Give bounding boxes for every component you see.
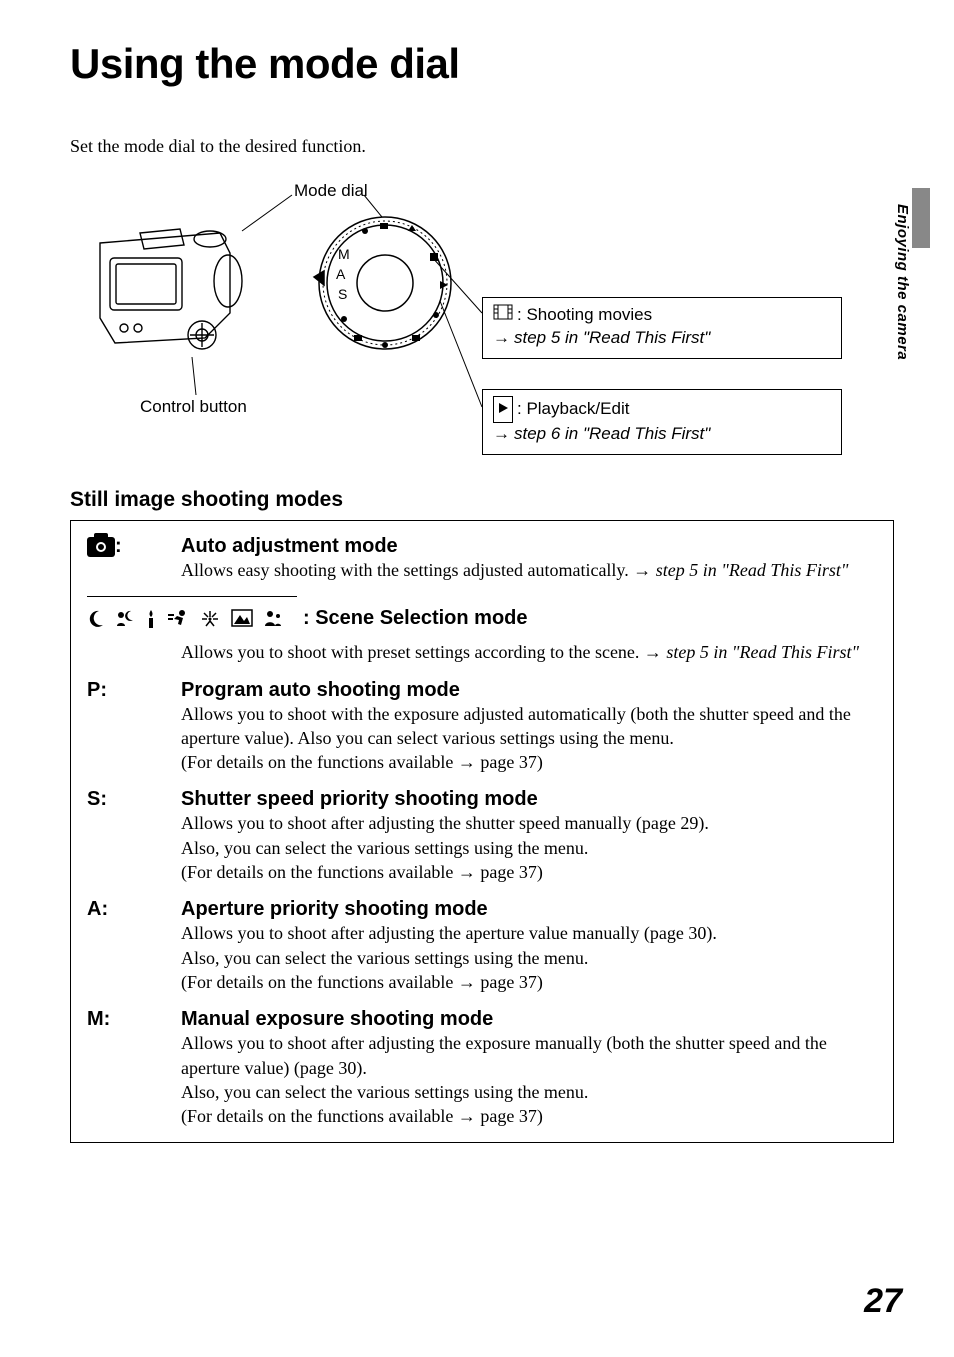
mode-auto-key: : <box>87 535 167 558</box>
scene-icons <box>87 609 283 629</box>
mode-auto-title: Auto adjustment mode <box>181 535 398 558</box>
diagram-area: Mode dial <box>70 179 894 474</box>
side-tab-bar <box>912 188 930 248</box>
mode-m-body: Allows you to shoot after adjusting the … <box>181 1031 877 1128</box>
sports-icon <box>167 609 189 627</box>
camera-icon <box>87 537 115 557</box>
page-title: Using the mode dial <box>70 40 894 88</box>
mode-scene-body: Allows you to shoot with preset settings… <box>181 642 666 662</box>
intro-text: Set the mode dial to the desired functio… <box>70 136 894 157</box>
mode-s: S: Shutter speed priority shooting mode … <box>87 788 877 884</box>
mode-s-title: Shutter speed priority shooting mode <box>181 788 538 811</box>
mode-scene-title: : Scene Selection mode <box>303 607 528 630</box>
still-image-modes-heading: Still image shooting modes <box>70 488 894 512</box>
callout-playback-label: : Playback/Edit <box>517 399 629 418</box>
side-tab: Enjoying the camera <box>894 204 912 364</box>
mode-p: P: Program auto shooting mode Allows you… <box>87 679 877 775</box>
mode-scene: : Scene Selection mode Allows you to sho… <box>87 607 877 664</box>
landscape-icon <box>231 609 253 627</box>
callout-playback-ref: step 6 in "Read This First" <box>493 424 710 443</box>
page-number: 27 <box>864 1282 902 1321</box>
mode-auto-body: Allows easy shooting with the settings a… <box>181 560 656 580</box>
portrait-icon <box>263 609 283 627</box>
candle-icon <box>145 609 157 629</box>
fireworks-icon <box>199 609 221 627</box>
mode-p-title: Program auto shooting mode <box>181 679 460 702</box>
mode-a-body: Allows you to shoot after adjusting the … <box>181 921 877 994</box>
mode-m: M: Manual exposure shooting mode Allows … <box>87 1008 877 1128</box>
mode-auto: : Auto adjustment mode Allows easy shoot… <box>87 535 877 582</box>
mode-p-key: P: <box>87 679 167 702</box>
control-button-label: Control button <box>140 397 247 417</box>
mode-m-title: Manual exposure shooting mode <box>181 1008 493 1031</box>
moon-icon <box>87 609 105 627</box>
mode-s-key: S: <box>87 788 167 811</box>
mode-s-body: Allows you to shoot after adjusting the … <box>181 811 877 884</box>
night-portrait-icon <box>115 609 135 627</box>
callout-movies-ref: step 5 in "Read This First" <box>493 328 710 347</box>
mode-p-body: Allows you to shoot with the exposure ad… <box>181 702 877 775</box>
mode-a-key: A: <box>87 898 167 921</box>
mode-a-title: Aperture priority shooting mode <box>181 898 488 921</box>
callout-playback-edit: : Playback/Edit step 6 in "Read This Fir… <box>482 389 842 455</box>
mode-a: A: Aperture priority shooting mode Allow… <box>87 898 877 994</box>
film-icon <box>493 304 513 327</box>
play-icon <box>493 396 513 423</box>
callout-movies-label: : Shooting movies <box>517 305 652 324</box>
callout-shooting-movies: : Shooting movies step 5 in "Read This F… <box>482 297 842 359</box>
mode-m-key: M: <box>87 1008 167 1031</box>
divider <box>87 596 297 597</box>
side-tab-text: Enjoying the camera <box>894 204 911 360</box>
mode-scene-ref: step 5 in "Read This First" <box>666 642 859 662</box>
mode-auto-ref: step 5 in "Read This First" <box>656 560 849 580</box>
modes-box: : Auto adjustment mode Allows easy shoot… <box>70 520 894 1143</box>
